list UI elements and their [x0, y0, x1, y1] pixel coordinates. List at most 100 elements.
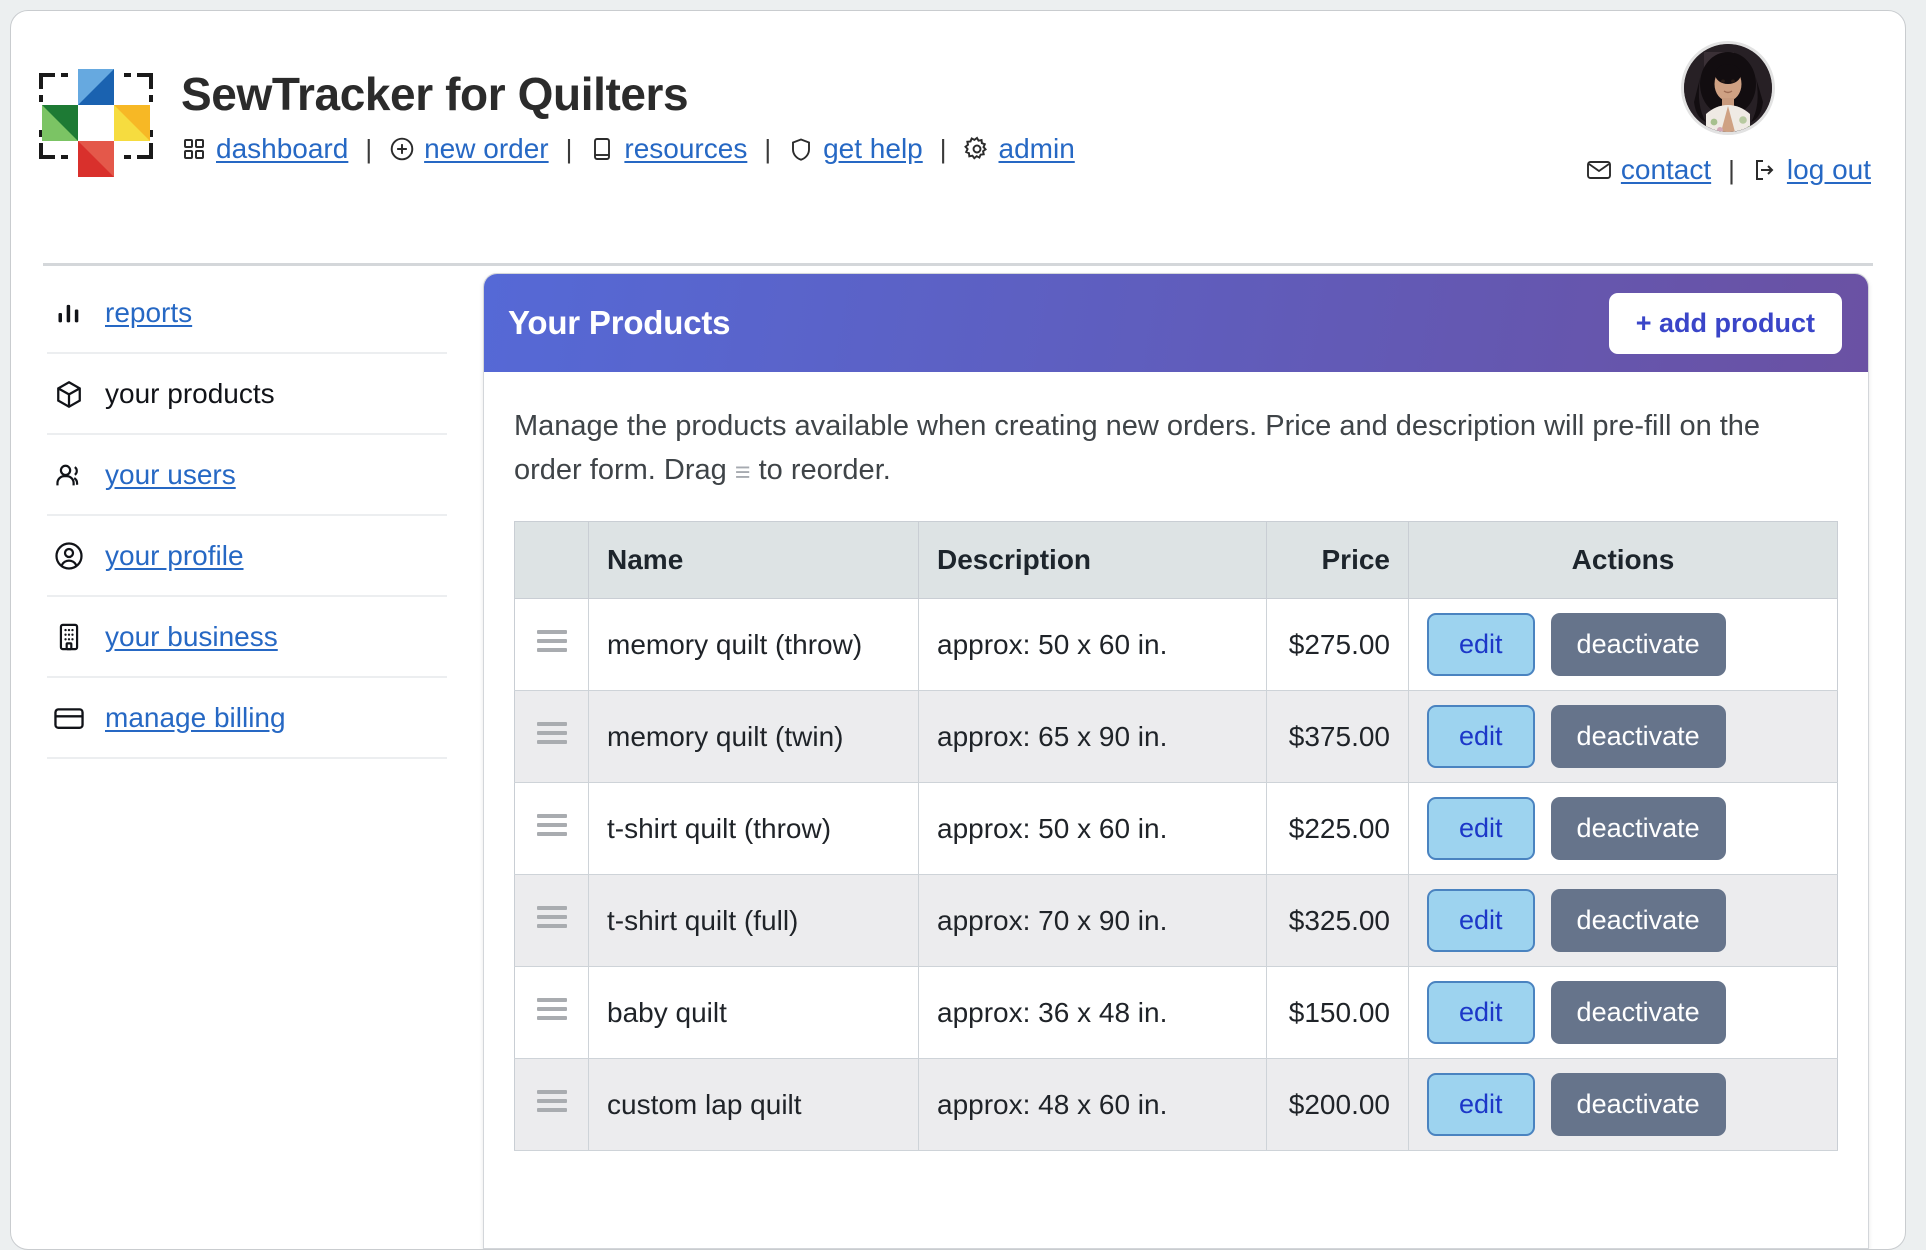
column-header-actions: Actions — [1408, 521, 1838, 600]
cell-price: $325.00 — [1266, 874, 1409, 968]
row-drag-handle[interactable] — [514, 966, 589, 1060]
edit-button[interactable]: edit — [1427, 613, 1535, 677]
table-row: t-shirt quilt (full) approx: 70 x 90 in. $… — [514, 874, 1838, 968]
drag-handle-icon[interactable] — [536, 1085, 567, 1117]
nav-label[interactable]: dashboard — [216, 133, 349, 165]
quilt-logo-icon — [33, 53, 159, 179]
nav-separator: | — [365, 133, 373, 164]
nav-label[interactable]: new order — [424, 133, 549, 165]
main-content: Your Products + add product Manage the p… — [483, 273, 1905, 1249]
table-row: memory quilt (throw) approx: 50 x 60 in. $… — [514, 598, 1838, 692]
nav-item-get-help[interactable]: get help — [788, 133, 923, 165]
users-icon — [53, 459, 85, 491]
sidebar-item-manage-billing[interactable]: manage billing — [47, 678, 447, 759]
sidebar: reports your products — [11, 273, 483, 1249]
box-icon — [53, 378, 85, 410]
deactivate-button[interactable]: deactivate — [1550, 797, 1726, 861]
drag-handle-icon[interactable] — [536, 993, 567, 1025]
row-drag-handle[interactable] — [514, 1058, 589, 1152]
cell-name: baby quilt — [588, 966, 919, 1060]
products-table-body: memory quilt (throw) approx: 50 x 60 in. $… — [514, 598, 1838, 1152]
cell-price: $275.00 — [1266, 598, 1409, 692]
row-drag-handle[interactable] — [514, 598, 589, 692]
drag-handle-glyph: ≡ — [734, 457, 751, 488]
deactivate-button[interactable]: deactivate — [1550, 889, 1726, 953]
user-circle-icon — [53, 540, 85, 572]
cell-description: approx: 48 x 60 in. — [918, 1058, 1267, 1152]
drag-handle-icon[interactable] — [536, 717, 567, 749]
brand-text: SewTracker for Quilters dashboard | — [181, 70, 1075, 165]
nav-separator: | — [1728, 154, 1735, 185]
drag-handle-icon[interactable] — [536, 625, 567, 657]
products-table: Name Description Price Actions memory qu… — [514, 521, 1838, 1152]
sidebar-item-label[interactable]: your profile — [105, 539, 244, 571]
intro-text: Manage the products available when creat… — [514, 404, 1814, 493]
nav-label[interactable]: get help — [823, 133, 923, 165]
column-header-price: Price — [1266, 521, 1409, 600]
cell-description: approx: 36 x 48 in. — [918, 966, 1267, 1060]
nav-label[interactable]: contact — [1620, 154, 1712, 185]
sidebar-item-your-profile[interactable]: your profile — [47, 516, 447, 597]
sidebar-item-reports[interactable]: reports — [47, 273, 447, 354]
edit-button[interactable]: edit — [1427, 889, 1535, 953]
cell-name: memory quilt (throw) — [588, 598, 919, 692]
edit-button[interactable]: edit — [1427, 705, 1535, 769]
app-header: SewTracker for Quilters dashboard | — [11, 11, 1905, 266]
deactivate-button[interactable]: deactivate — [1550, 1073, 1726, 1137]
cell-actions: edit deactivate — [1408, 966, 1838, 1060]
cell-price: $200.00 — [1266, 1058, 1409, 1152]
brand-block: SewTracker for Quilters dashboard | — [33, 53, 1075, 179]
column-header-description: Description — [918, 521, 1267, 600]
drag-handle-icon[interactable] — [536, 809, 567, 841]
header-right-cluster: contact | log out — [1586, 41, 1871, 186]
sidebar-item-label[interactable]: reports — [105, 296, 193, 328]
nav-item-resources[interactable]: resources — [589, 133, 747, 165]
products-card-body: Manage the products available when creat… — [484, 372, 1868, 1152]
shield-icon — [788, 136, 814, 162]
sidebar-item-label[interactable]: your business — [105, 620, 278, 652]
row-drag-handle[interactable] — [514, 874, 589, 968]
nav-item-contact[interactable]: contact — [1586, 154, 1711, 186]
table-header-row: Name Description Price Actions — [514, 521, 1838, 600]
nav-item-new-order[interactable]: new order — [389, 133, 549, 165]
sidebar-item-label: your products — [105, 377, 275, 409]
nav-separator: | — [939, 133, 947, 164]
cell-actions: edit deactivate — [1408, 690, 1838, 784]
cell-price: $150.00 — [1266, 966, 1409, 1060]
add-product-button[interactable]: + add product — [1608, 292, 1842, 354]
sidebar-item-your-users[interactable]: your users — [47, 435, 447, 516]
intro-text-before: Manage the products available when creat… — [514, 410, 1761, 487]
avatar[interactable] — [1681, 41, 1776, 135]
cell-name: t-shirt quilt (full) — [588, 874, 919, 968]
row-drag-handle[interactable] — [514, 690, 589, 784]
bar-chart-icon — [53, 297, 85, 329]
row-drag-handle[interactable] — [514, 782, 589, 876]
drag-handle-icon[interactable] — [536, 901, 567, 933]
sidebar-item-label[interactable]: your users — [105, 458, 236, 490]
nav-label[interactable]: admin — [998, 133, 1075, 165]
edit-button[interactable]: edit — [1427, 797, 1535, 861]
edit-button[interactable]: edit — [1427, 1073, 1535, 1137]
book-icon — [589, 136, 615, 162]
nav-item-dashboard[interactable]: dashboard — [181, 133, 348, 165]
table-row: baby quilt approx: 36 x 48 in. $150.00 edit… — [514, 966, 1838, 1060]
cell-actions: edit deactivate — [1408, 1058, 1838, 1152]
nav-label[interactable]: log out — [1786, 154, 1871, 185]
nav-item-log-out[interactable]: log out — [1752, 154, 1871, 186]
sidebar-item-your-products[interactable]: your products — [47, 354, 447, 435]
edit-button[interactable]: edit — [1427, 981, 1535, 1045]
deactivate-button[interactable]: deactivate — [1550, 705, 1726, 769]
nav-item-admin[interactable]: admin — [963, 133, 1075, 165]
sidebar-item-label[interactable]: manage billing — [105, 701, 286, 733]
column-header-name: Name — [588, 521, 919, 600]
nav-label[interactable]: resources — [624, 133, 748, 165]
sidebar-item-your-business[interactable]: your business — [47, 597, 447, 678]
table-row: t-shirt quilt (throw) approx: 50 x 60 in.… — [514, 782, 1838, 876]
deactivate-button[interactable]: deactivate — [1550, 981, 1726, 1045]
cell-actions: edit deactivate — [1408, 598, 1838, 692]
cell-price: $225.00 — [1266, 782, 1409, 876]
deactivate-button[interactable]: deactivate — [1550, 613, 1726, 677]
credit-card-icon — [53, 702, 85, 734]
cell-description: approx: 70 x 90 in. — [918, 874, 1267, 968]
plus-circle-icon — [389, 136, 415, 162]
